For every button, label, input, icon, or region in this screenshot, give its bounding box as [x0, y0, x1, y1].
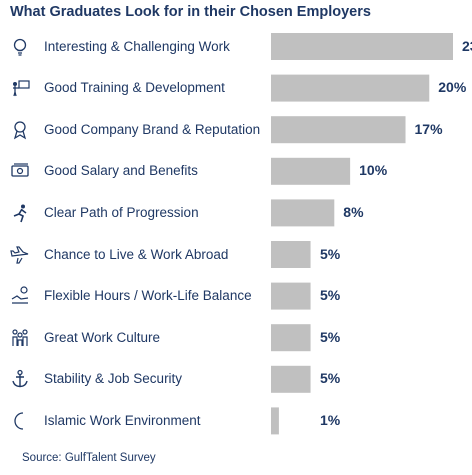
category-label: Clear Path of Progression: [44, 204, 199, 220]
value-label: 8%: [343, 203, 364, 220]
crescent-icon: [10, 411, 30, 431]
category-label: Stability & Job Security: [44, 371, 183, 387]
category-label: Good Company Brand & Reputation: [44, 121, 261, 137]
trainer-icon: [10, 78, 30, 98]
anchor-icon: [10, 369, 30, 389]
runner-icon: [10, 203, 30, 223]
award-ribbon-icon: [10, 120, 30, 140]
value-label: 10%: [359, 162, 388, 179]
source-note: Source: GulfTalent Survey: [22, 452, 156, 464]
category-label: Good Salary and Benefits: [44, 163, 198, 179]
chart-title: What Graduates Look for in their Chosen …: [10, 4, 371, 20]
value-label: 5%: [320, 287, 341, 304]
bar-8: [271, 324, 311, 352]
money-icon: [10, 161, 30, 181]
bar-2: [271, 74, 430, 102]
value-label: 5%: [320, 245, 341, 262]
value-label: 5%: [320, 328, 341, 345]
relax-icon: [10, 286, 30, 306]
bar-10: [271, 407, 279, 435]
airplane-icon: [10, 245, 30, 265]
bar-7: [271, 282, 311, 310]
category-label: Chance to Live & Work Abroad: [44, 246, 229, 262]
bar-3: [271, 116, 406, 144]
category-label: Islamic Work Environment: [44, 412, 201, 428]
category-label: Great Work Culture: [44, 329, 161, 345]
value-label: 17%: [414, 120, 443, 137]
bar-9: [271, 365, 311, 393]
value-label: 20%: [438, 79, 467, 96]
value-label: 1%: [320, 411, 341, 428]
category-label: Flexible Hours / Work-Life Balance: [44, 288, 252, 304]
team-icon: [10, 328, 30, 348]
value-label: 23%: [462, 37, 472, 54]
bar-4: [271, 157, 351, 185]
category-label: Interesting & Challenging Work: [44, 38, 230, 54]
bar-6: [271, 241, 311, 268]
category-label: Good Training & Development: [44, 80, 225, 96]
bar-5: [271, 199, 335, 227]
value-label: 5%: [320, 370, 341, 387]
bar-1: [271, 33, 453, 60]
lightbulb-icon: [10, 37, 30, 57]
